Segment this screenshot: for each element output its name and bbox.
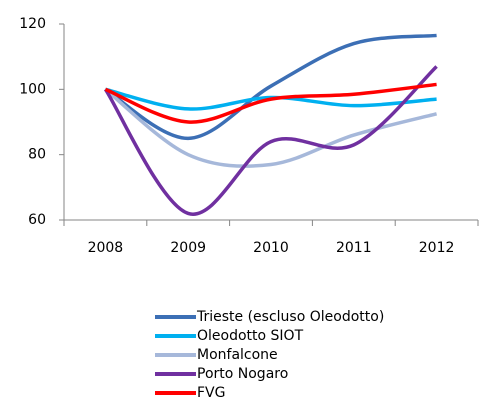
legend-label: Porto Nogaro: [197, 366, 288, 382]
x-tick-label: 2008: [88, 240, 124, 256]
y-tick-label: 120: [19, 16, 46, 32]
y-tick-label: 100: [19, 81, 46, 97]
legend-label: FVG: [197, 385, 225, 401]
legend-label: Monfalcone: [197, 347, 278, 363]
y-tick-label: 60: [28, 212, 46, 228]
x-tick-label: 2010: [253, 240, 289, 256]
legend-label: Trieste (escluso Oleodotto): [196, 309, 384, 325]
y-tick-label: 80: [28, 147, 46, 163]
x-tick-label: 2012: [419, 240, 455, 256]
series-line: [103, 65, 438, 216]
x-tick-label: 2009: [170, 240, 206, 256]
x-tick-label: 2011: [336, 240, 372, 256]
series-line: [104, 82, 437, 124]
series-line: [104, 33, 437, 141]
legend-label: Oleodotto SIOT: [197, 328, 304, 344]
